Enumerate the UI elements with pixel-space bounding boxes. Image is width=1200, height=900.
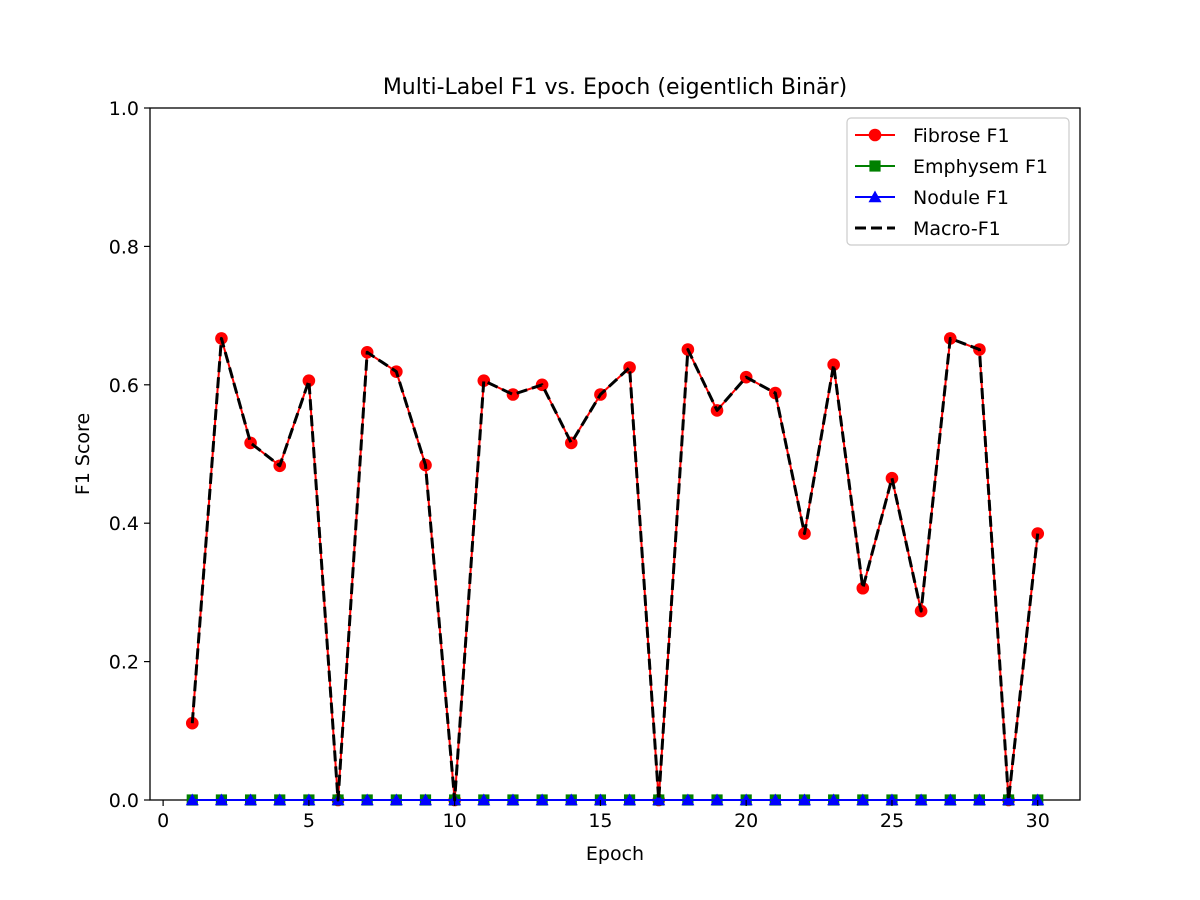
legend-label: Macro-F1 xyxy=(913,218,1001,240)
y-tick-label: 0.4 xyxy=(109,513,139,535)
data-point xyxy=(885,471,899,485)
x-tick-label: 15 xyxy=(588,810,612,832)
series-nodule-f1 xyxy=(185,793,1045,806)
data-point xyxy=(1031,793,1045,806)
data-point xyxy=(856,793,870,806)
data-point xyxy=(652,793,666,806)
x-tick-label: 0 xyxy=(157,810,169,832)
legend-item: Fibrose F1 xyxy=(855,125,1010,147)
data-point xyxy=(564,793,578,806)
data-point xyxy=(827,793,841,806)
legend-marker xyxy=(868,190,882,203)
chart-title: Multi-Label F1 vs. Epoch (eigentlich Bin… xyxy=(383,75,847,100)
y-axis-label: F1 Score xyxy=(72,413,94,495)
legend-item: Emphysem F1 xyxy=(855,156,1048,178)
x-tick-label: 25 xyxy=(880,810,904,832)
data-point xyxy=(273,793,287,806)
x-tick-label: 20 xyxy=(734,810,758,832)
data-point xyxy=(623,793,637,806)
data-point xyxy=(593,793,607,806)
series-macro-f1 xyxy=(190,336,1040,802)
y-tick-label: 0.8 xyxy=(109,236,139,258)
x-axis-label: Epoch xyxy=(586,843,644,865)
x-tick-label: 10 xyxy=(443,810,467,832)
data-point xyxy=(185,793,199,806)
data-point xyxy=(477,374,491,387)
data-point xyxy=(856,581,870,595)
y-axis: 0.0 0.2 0.4 0.6 0.8 1.0 xyxy=(109,98,150,812)
data-point xyxy=(885,793,899,806)
data-point xyxy=(389,793,403,806)
legend-item: Nodule F1 xyxy=(855,187,1009,209)
x-tick-label: 30 xyxy=(1026,810,1050,832)
data-point xyxy=(302,793,316,806)
data-point xyxy=(797,793,811,806)
legend-item: Macro-F1 xyxy=(855,218,1001,240)
plot-area xyxy=(149,107,1081,807)
y-tick-label: 0.2 xyxy=(109,652,139,674)
legend-label: Nodule F1 xyxy=(913,187,1009,209)
data-point xyxy=(419,793,433,806)
legend: Fibrose F1 Emphysem F1 Nodule F1 Macro-F1 xyxy=(846,117,1070,246)
x-tick-label: 5 xyxy=(303,810,315,832)
data-point xyxy=(360,793,374,806)
data-point xyxy=(681,793,695,806)
data-point xyxy=(214,793,228,806)
data-point xyxy=(827,358,840,372)
y-tick-label: 0.6 xyxy=(109,375,139,397)
data-point xyxy=(244,793,258,806)
data-point xyxy=(564,436,578,450)
legend-label: Fibrose F1 xyxy=(913,125,1010,147)
series-line xyxy=(190,336,1040,802)
legend-label: Emphysem F1 xyxy=(913,156,1048,178)
data-point xyxy=(710,793,724,806)
data-point xyxy=(739,793,753,806)
data-point xyxy=(477,793,491,806)
data-point xyxy=(768,793,782,806)
data-point xyxy=(943,793,957,806)
x-axis: 0 5 10 15 20 25 30 xyxy=(157,800,1050,832)
data-point xyxy=(302,374,316,387)
legend-marker xyxy=(869,160,881,172)
data-point xyxy=(506,793,520,806)
data-point xyxy=(972,793,986,806)
data-point xyxy=(914,793,928,806)
y-tick-label: 1.0 xyxy=(109,98,139,120)
y-tick-label: 0.0 xyxy=(109,790,139,812)
data-point xyxy=(535,793,549,806)
legend-marker xyxy=(868,128,882,142)
legend-box xyxy=(846,117,1070,246)
data-point xyxy=(1002,793,1016,806)
